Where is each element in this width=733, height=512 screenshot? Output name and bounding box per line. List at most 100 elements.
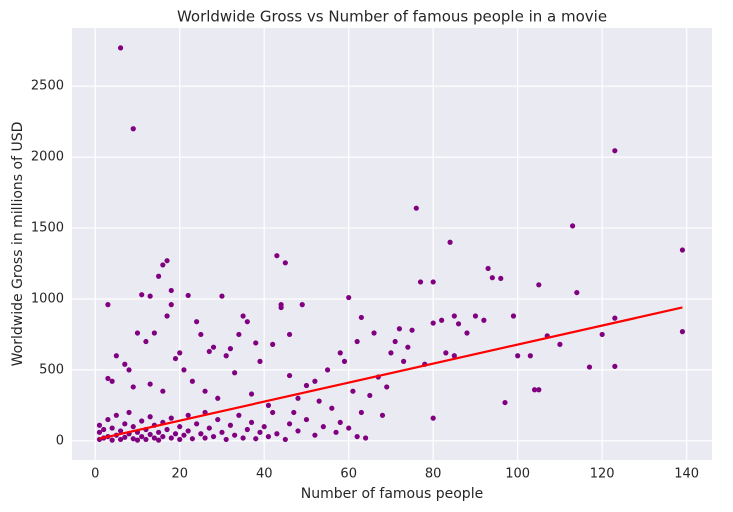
point xyxy=(612,363,618,369)
point xyxy=(295,395,301,401)
point xyxy=(139,292,145,298)
point xyxy=(215,395,221,401)
point xyxy=(270,341,276,347)
point xyxy=(396,326,402,332)
x-tick-label: 120 xyxy=(590,467,615,482)
point xyxy=(113,353,119,359)
y-tick-label: 1500 xyxy=(31,221,64,236)
point xyxy=(185,292,191,299)
point xyxy=(134,437,141,443)
plot-area xyxy=(72,28,712,460)
point xyxy=(223,436,229,443)
point xyxy=(160,388,166,394)
point xyxy=(274,253,280,259)
point xyxy=(244,319,250,325)
point xyxy=(244,426,250,433)
point xyxy=(303,382,310,389)
point xyxy=(206,348,212,355)
point xyxy=(401,358,407,364)
point xyxy=(291,409,297,416)
point xyxy=(177,436,183,443)
point xyxy=(189,378,195,384)
point xyxy=(168,435,174,441)
point xyxy=(324,367,331,373)
point xyxy=(177,350,183,356)
point xyxy=(358,409,364,416)
point xyxy=(236,412,242,418)
point xyxy=(527,353,533,359)
point xyxy=(358,314,364,321)
point xyxy=(333,429,339,435)
point xyxy=(105,416,111,423)
point xyxy=(236,331,242,338)
point xyxy=(299,302,305,308)
point xyxy=(536,387,542,393)
point xyxy=(498,275,504,282)
point xyxy=(156,429,162,435)
y-tick-label: 2000 xyxy=(31,150,64,165)
point xyxy=(122,434,128,440)
point xyxy=(130,436,136,442)
point xyxy=(350,388,356,394)
point xyxy=(109,378,115,384)
point xyxy=(557,341,563,347)
point xyxy=(316,398,322,404)
x-tick-label: 80 xyxy=(425,467,442,482)
point xyxy=(227,422,234,428)
point xyxy=(227,346,234,352)
point xyxy=(113,412,119,418)
point xyxy=(130,424,136,430)
y-axis-label: Worldwide Gross in millions of USD xyxy=(10,122,26,367)
y-tick-label: 500 xyxy=(39,362,64,377)
point xyxy=(430,279,436,285)
point xyxy=(253,436,259,442)
point xyxy=(215,416,221,423)
point xyxy=(413,205,419,211)
point xyxy=(198,331,204,338)
point xyxy=(219,293,225,299)
point xyxy=(160,262,166,268)
point xyxy=(130,384,136,390)
point xyxy=(210,344,217,350)
point xyxy=(156,273,162,279)
point xyxy=(206,425,212,431)
point xyxy=(232,370,238,376)
point xyxy=(194,421,200,427)
y-tick-label: 1000 xyxy=(31,291,64,306)
point xyxy=(126,409,132,416)
chart-title: Worldwide Gross vs Number of famous peop… xyxy=(177,8,607,26)
point xyxy=(177,424,183,430)
x-tick-label: 60 xyxy=(340,467,357,482)
x-axis-label: Number of famous people xyxy=(301,486,483,502)
point xyxy=(270,409,276,416)
point xyxy=(612,315,618,321)
point xyxy=(362,435,369,441)
point xyxy=(151,330,157,336)
x-tick-label: 0 xyxy=(91,467,99,482)
point xyxy=(320,424,326,430)
point xyxy=(172,355,179,362)
point xyxy=(286,372,293,379)
point xyxy=(143,436,149,443)
x-tick-label: 40 xyxy=(256,467,273,482)
point xyxy=(405,344,411,350)
point xyxy=(443,350,449,356)
point xyxy=(223,353,229,359)
point xyxy=(586,364,593,370)
point xyxy=(455,321,462,327)
point xyxy=(679,247,686,253)
point xyxy=(253,340,259,346)
point xyxy=(147,293,153,299)
point xyxy=(329,405,335,411)
point xyxy=(481,317,487,323)
point xyxy=(168,287,174,294)
point xyxy=(265,402,272,408)
point xyxy=(240,313,246,319)
point xyxy=(312,432,318,438)
point xyxy=(202,388,208,394)
point xyxy=(109,437,115,443)
point xyxy=(447,239,453,245)
point xyxy=(96,429,103,435)
x-tick-label: 20 xyxy=(171,467,188,482)
